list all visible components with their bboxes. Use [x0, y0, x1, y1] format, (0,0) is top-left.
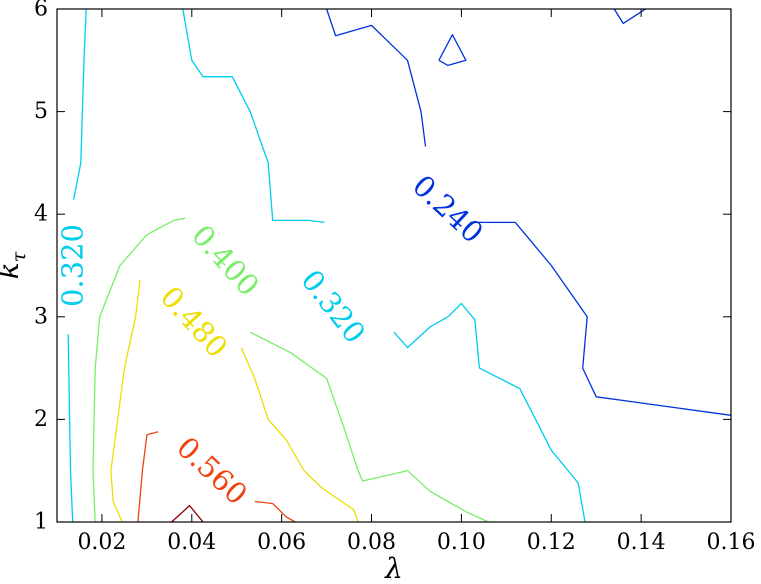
- y-axis-title-subscript: τ: [8, 251, 30, 262]
- x-tick-label: 0.10: [437, 530, 486, 555]
- contour-line-0.320-0: [72, 8, 87, 200]
- y-tick-label: 2: [34, 407, 48, 432]
- y-tick-label: 6: [34, 0, 48, 22]
- contour-label-0.320-2: 0.320: [56, 224, 90, 307]
- contour-line-0.640-0: [171, 504, 204, 523]
- contour-line-0.400-0: [99, 217, 186, 318]
- contour-line-0.320-3: [393, 302, 586, 523]
- y-tick-label: 5: [34, 99, 48, 124]
- contour-line-0.560-0: [137, 431, 159, 523]
- contour-line-0.560-1: [254, 500, 296, 523]
- y-tick-label: 1: [34, 510, 48, 535]
- contour-label-0.400: 0.400: [185, 218, 266, 302]
- x-tick-label: 0.08: [347, 530, 396, 555]
- contour-line-0.240-0: [325, 8, 427, 147]
- contour-line-0.240-2: [438, 34, 467, 67]
- x-axis-title: λ: [384, 552, 403, 584]
- contour-label-0.560: 0.560: [170, 430, 254, 511]
- plot-frame: [56, 8, 732, 523]
- contour-label-0.320: 0.320: [294, 263, 372, 349]
- x-tick-label: 0.16: [707, 530, 756, 555]
- contour-line-0.400-1: [92, 316, 101, 523]
- contour-line-0.240-3: [613, 8, 646, 25]
- x-tick-label: 0.04: [167, 530, 216, 555]
- contour-lines: [67, 8, 732, 523]
- contour-label-0.240: 0.240: [406, 168, 490, 249]
- contour-line-0.480-1: [240, 347, 359, 523]
- contour-line-0.240-1: [470, 221, 732, 416]
- y-axis-title: kτ: [0, 251, 30, 279]
- x-tick-label: 0.02: [77, 530, 126, 555]
- y-tick-label: 4: [34, 202, 48, 227]
- x-tick-label: 0.06: [257, 530, 306, 555]
- contour-label-0.480: 0.480: [154, 280, 235, 364]
- y-axis-title-main: k: [0, 262, 25, 279]
- contour-line-0.320-1: [67, 334, 74, 523]
- contour-line-0.480-0: [110, 279, 141, 523]
- axis-ticks: [57, 8, 732, 523]
- contour-line-0.320-2: [182, 8, 325, 224]
- contour-line-0.400-2: [249, 331, 489, 523]
- tick-labels: 0.02 0.04 0.06 0.08 0.10 0.12 0.14 0.16 1 2 3 4 5 6: [34, 0, 755, 555]
- x-tick-label: 0.14: [617, 530, 666, 555]
- y-tick-label: 3: [34, 304, 48, 329]
- x-tick-label: 0.12: [527, 530, 576, 555]
